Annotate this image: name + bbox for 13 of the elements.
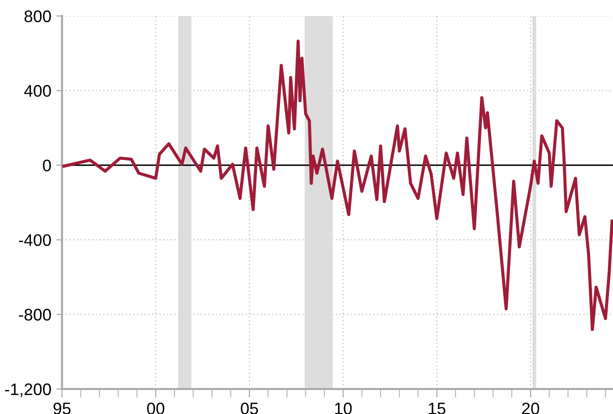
x-tick-label: 00 — [147, 402, 164, 414]
y-tick-label: -400 — [18, 234, 51, 246]
x-tick-label: 95 — [54, 402, 71, 414]
y-tick-label: 0 — [42, 160, 51, 172]
x-tick-label: 10 — [335, 402, 352, 414]
x-tick-label: 15 — [428, 402, 446, 414]
y-tick-label: -800 — [18, 308, 51, 321]
y-tick-label: 400 — [24, 85, 51, 97]
line-series — [62, 40, 613, 332]
y-tick-label: -1,200 — [5, 383, 51, 398]
x-tick-label: 05 — [240, 402, 258, 414]
x-tick-label: 20 — [522, 402, 540, 414]
y-tick-label: 800 — [24, 10, 51, 22]
